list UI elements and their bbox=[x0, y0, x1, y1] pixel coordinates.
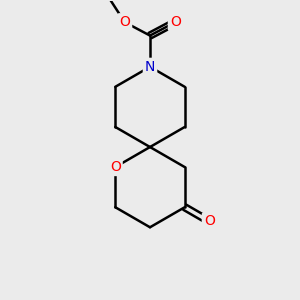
Text: N: N bbox=[145, 60, 155, 74]
Text: O: O bbox=[204, 214, 214, 228]
Text: O: O bbox=[119, 15, 130, 29]
Text: O: O bbox=[110, 160, 121, 174]
Text: O: O bbox=[170, 15, 181, 29]
